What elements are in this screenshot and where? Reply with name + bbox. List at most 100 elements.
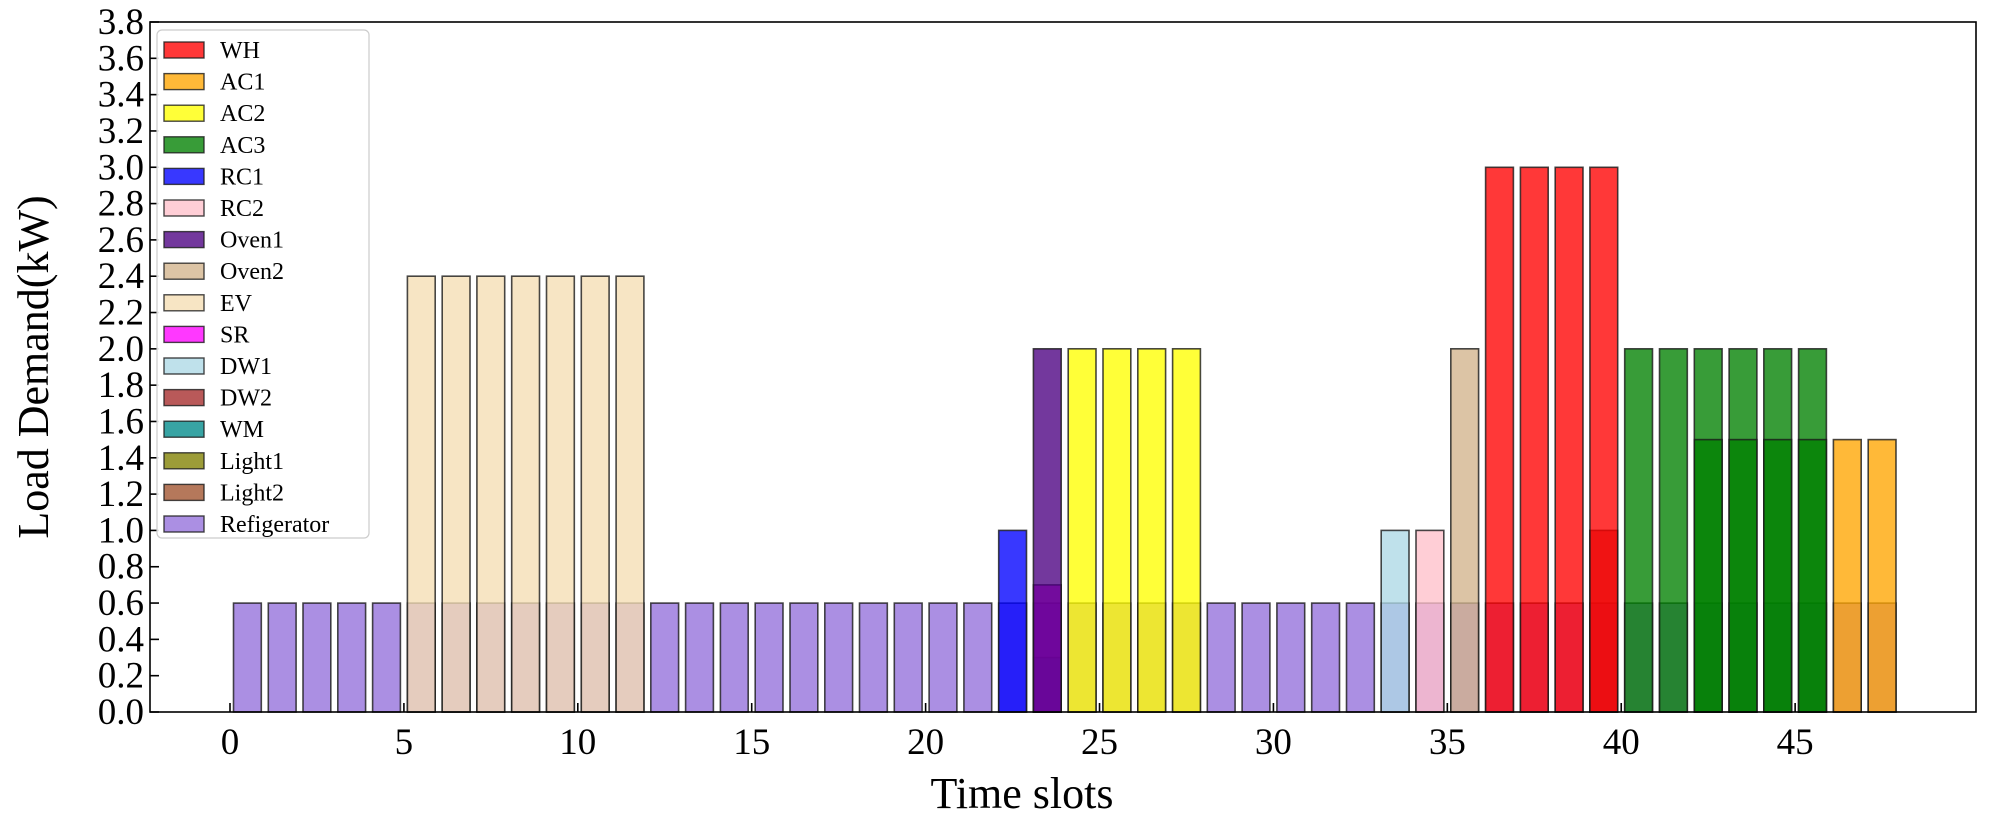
x-tick-label: 15 <box>733 722 770 763</box>
x-axis: 0 5 10 15 20 25 30 35 40 45 <box>221 703 1814 763</box>
legend-item-ac1: AC1 <box>163 70 265 96</box>
x-tick-label: 0 <box>221 722 240 763</box>
legend-swatch <box>163 388 205 407</box>
legend: WH AC1 AC2 AC3 RC1 RC2 Oven1 Oven2 EV SR DW1 DW2 WM L… <box>156 29 370 539</box>
y-tick-label: 3.6 <box>98 38 144 79</box>
bar-refigerator-16 <box>789 602 819 713</box>
legend-label: SR <box>220 322 249 348</box>
y-tick-label: 1.2 <box>98 474 144 515</box>
legend-item-oven2: Oven2 <box>163 259 284 285</box>
legend-label: AC3 <box>220 133 265 159</box>
y-tick-label: 1.4 <box>98 438 144 479</box>
y-tick-label: 2.6 <box>98 220 144 261</box>
legend-item-wh: WH <box>163 38 260 64</box>
bar-refigerator-4 <box>371 602 402 713</box>
legend-swatch <box>163 294 205 312</box>
y-tick-label: 3.4 <box>98 75 144 116</box>
legend-item-dw2: DW2 <box>163 386 272 412</box>
bar-ev-5 <box>580 275 610 713</box>
y-tick-label: 0.0 <box>98 692 144 733</box>
bar-ac2-0 <box>1067 347 1097 713</box>
legend-label: AC1 <box>220 70 265 96</box>
legend-label: Refigerator <box>220 512 329 538</box>
y-tick-label: 1.0 <box>98 510 144 551</box>
bar-ac3-7 <box>1728 438 1758 713</box>
bar-refigerator-1 <box>267 602 297 713</box>
bar-rc1-0 <box>997 529 1028 713</box>
legend-item-sr: SR <box>163 322 249 348</box>
x-tick-label: 5 <box>395 722 414 763</box>
y-tick-label: 2.8 <box>98 184 144 225</box>
bar-dw1-0 <box>1380 529 1410 713</box>
legend-label: AC2 <box>220 101 265 127</box>
y-tick-label: 2.0 <box>98 329 144 370</box>
bar-rc2-0 <box>1415 529 1445 713</box>
legend-label: EV <box>220 291 253 317</box>
bar-ev-1 <box>441 275 471 713</box>
legend-label: Oven2 <box>220 259 284 285</box>
legend-item-rc1: RC1 <box>163 164 264 190</box>
legend-item-ac2: AC2 <box>163 101 265 127</box>
bar-ac3-9 <box>1797 438 1828 713</box>
bar-refigerator-21 <box>963 602 993 713</box>
x-tick-label: 10 <box>559 722 596 763</box>
legend-item-light2: Light2 <box>163 480 284 506</box>
legend-item-ac3: AC3 <box>163 133 265 159</box>
bar-ac3-6 <box>1693 438 1723 713</box>
y-tick-label: 1.8 <box>98 365 144 406</box>
x-axis-title: Time slots <box>930 769 1113 818</box>
bar-ac3-8 <box>1763 438 1793 713</box>
legend-label: Oven1 <box>220 228 284 254</box>
y-tick-label: 2.4 <box>98 256 144 297</box>
bar-refigerator-29 <box>1241 602 1271 713</box>
legend-swatch <box>163 515 205 533</box>
legend-label: WH <box>220 38 260 64</box>
bar-ev-6 <box>615 275 645 713</box>
legend-box <box>156 29 370 539</box>
bar-ac3-1 <box>1658 347 1689 713</box>
x-tick-label: 20 <box>907 722 944 763</box>
bar-refigerator-14 <box>719 602 750 713</box>
bar-refigerator-20 <box>928 602 958 713</box>
legend-item-dw1: DW1 <box>163 354 272 380</box>
legend-label: Light2 <box>220 480 284 506</box>
bar-refigerator-0 <box>232 602 263 713</box>
y-tick-label: 0.4 <box>98 619 144 660</box>
legend-label: DW1 <box>220 354 272 380</box>
bar-ac1-0 <box>1832 438 1863 713</box>
bar-refigerator-13 <box>684 602 715 713</box>
bar-ac3-0 <box>1623 347 1654 713</box>
x-tick-label: 30 <box>1255 722 1292 763</box>
bar-ac2-1 <box>1102 347 1132 713</box>
bar-wh-1 <box>1519 166 1550 713</box>
legend-label: RC2 <box>220 196 264 222</box>
bar-refigerator-3 <box>336 602 367 713</box>
y-tick-label: 3.8 <box>98 2 144 43</box>
legend-item-oven1: Oven1 <box>163 228 284 254</box>
bar-refigerator-18 <box>858 602 889 713</box>
legend-swatch <box>163 167 205 186</box>
legend-item-wm: WM <box>163 417 264 443</box>
legend-label: RC1 <box>220 164 264 190</box>
bar-wh-3 <box>1589 166 1619 713</box>
y-tick-label: 0.8 <box>98 547 144 588</box>
bar-ev-4 <box>545 275 576 713</box>
y-tick-label: 2.2 <box>98 293 144 334</box>
x-tick-label: 35 <box>1429 722 1466 763</box>
legend-swatch <box>163 325 205 344</box>
bar-wh-0 <box>1484 166 1515 713</box>
bars-layer <box>232 166 1897 713</box>
bar-refigerator-2 <box>302 602 332 713</box>
legend-item-rc2: RC2 <box>163 196 264 222</box>
bar-refigerator-15 <box>754 602 784 713</box>
bar-ac2-3 <box>1171 347 1202 713</box>
bar-refigerator-31 <box>1310 602 1341 713</box>
legend-swatch <box>163 230 205 249</box>
legend-swatch <box>163 41 205 59</box>
plot-frame <box>149 21 1977 713</box>
legend-label: DW2 <box>220 386 272 412</box>
legend-swatch <box>163 483 205 502</box>
bar-refigerator-19 <box>893 602 923 713</box>
legend-item-refigerator: Refigerator <box>163 512 329 538</box>
